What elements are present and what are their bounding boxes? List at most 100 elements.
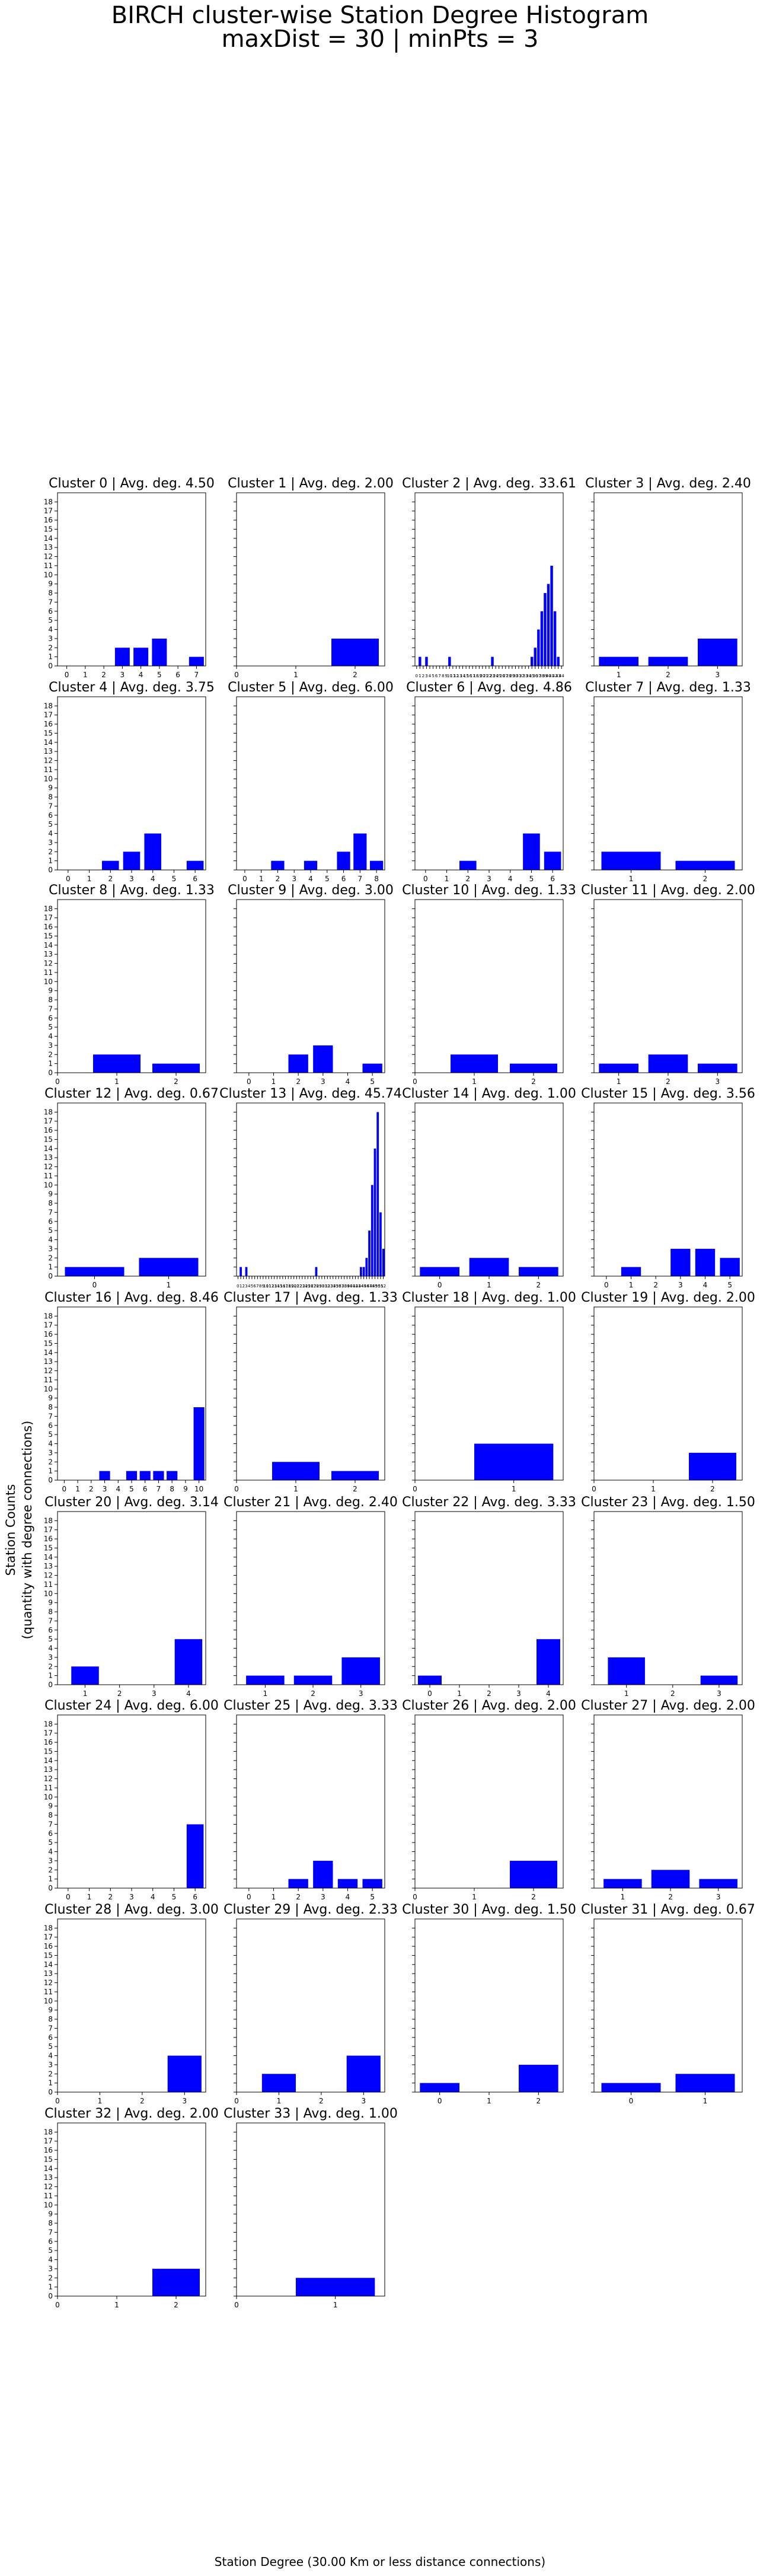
- y-tick-label: 18: [44, 1516, 53, 1525]
- y-tick-label: 9: [48, 2210, 53, 2218]
- y-tick-label: 14: [44, 534, 53, 543]
- x-tick-label: 3: [678, 1281, 683, 1289]
- x-tick-label: 4: [346, 1893, 350, 1901]
- y-tick-label: 5: [48, 820, 53, 828]
- panel-title: Cluster 10 | Avg. deg. 1.33: [402, 883, 576, 898]
- x-tick-label: 1: [87, 875, 92, 883]
- axes-frame: [236, 1714, 385, 1889]
- y-tick-label: 18: [44, 1108, 53, 1116]
- y-tick-label: 18: [44, 1312, 53, 1320]
- x-tick-label: 43: [555, 674, 561, 678]
- bar: [353, 833, 367, 870]
- y-tick-label: 12: [44, 1571, 53, 1580]
- panel-title: Cluster 19 | Avg. deg. 2.00: [581, 1290, 755, 1305]
- y-tick-label: 13: [44, 1153, 53, 1162]
- histogram-panel-28: Cluster 28 | Avg. deg. 3.000123456789101…: [44, 1902, 219, 2105]
- bar: [337, 852, 350, 870]
- x-tick-label: 5: [157, 671, 162, 679]
- panel-title: Cluster 7 | Avg. deg. 1.33: [585, 680, 751, 695]
- x-tick-label: 45: [361, 1284, 366, 1289]
- x-tick-label: 1: [240, 1284, 242, 1289]
- y-tick-label: 9: [48, 1190, 53, 1198]
- bar: [601, 2083, 661, 2092]
- y-tick-label: 0: [48, 662, 53, 670]
- y-tick-label: 0: [48, 866, 53, 874]
- y-tick-label: 15: [44, 1747, 53, 1755]
- y-tick-label: 16: [44, 1738, 53, 1746]
- x-tick-label: 3: [129, 1893, 134, 1901]
- x-tick-label: 49: [372, 1284, 378, 1289]
- x-tick-label: 14: [274, 1284, 280, 1289]
- bar: [469, 1258, 509, 1276]
- axes-frame: [593, 1511, 743, 1685]
- bar: [519, 1267, 558, 1276]
- y-tick-label: 16: [44, 720, 53, 728]
- bar: [368, 1230, 371, 1276]
- y-tick-label: 18: [44, 498, 53, 506]
- x-tick-label: 24: [302, 1284, 308, 1289]
- x-tick-label: 0: [237, 1284, 239, 1289]
- y-tick-label: 10: [44, 1181, 53, 1189]
- y-tick-label: 9: [48, 987, 53, 995]
- y-tick-label: 5: [48, 1226, 53, 1235]
- bar: [700, 1675, 738, 1685]
- bar: [126, 1471, 138, 1480]
- x-tick-label: 6: [193, 875, 197, 883]
- y-tick-label: 10: [44, 570, 53, 579]
- x-tick-label: 8: [259, 1284, 261, 1289]
- y-tick-label: 0: [48, 2088, 53, 2096]
- panel-title: Cluster 11 | Avg. deg. 2.00: [581, 883, 755, 898]
- x-tick-label: 8: [170, 1485, 174, 1493]
- x-tick-label: 28: [314, 1284, 319, 1289]
- histogram-panel-3: Cluster 3 | Avg. deg. 2.40 1 2 3: [585, 476, 751, 679]
- y-tick-label: 18: [44, 2128, 53, 2136]
- x-tick-label: 5: [370, 1893, 375, 1901]
- x-tick-label: 2: [353, 1485, 357, 1493]
- histogram-panel-15: Cluster 15 | Avg. deg. 3.56 0 1 2 3 4 5: [581, 1086, 755, 1289]
- bar: [240, 1267, 242, 1276]
- x-tick-label: 1: [277, 2097, 282, 2105]
- x-tick-label: 1: [419, 674, 421, 678]
- x-tick-label: 0: [66, 875, 71, 883]
- axes-frame: [236, 1102, 385, 1277]
- y-tick-label: 1: [48, 1672, 53, 1680]
- bar: [451, 1054, 498, 1073]
- x-tick-label: 44: [559, 674, 564, 678]
- axes-frame: [414, 1306, 564, 1481]
- axes-frame: [57, 696, 206, 871]
- x-tick-label: 10: [194, 1485, 203, 1493]
- x-tick-label: 2: [531, 1077, 536, 1086]
- y-tick-label: 3: [48, 1857, 53, 1865]
- y-tick-label: 15: [44, 1951, 53, 1959]
- y-tick-label: 1: [48, 857, 53, 865]
- x-tick-label: 33: [523, 674, 528, 678]
- y-tick-label: 4: [48, 830, 53, 838]
- panel-title: Cluster 9 | Avg. deg. 3.00: [228, 883, 394, 898]
- x-tick-label: 23: [299, 1284, 305, 1289]
- x-tick-label: 36: [336, 1284, 341, 1289]
- histogram-panel-31: Cluster 31 | Avg. deg. 0.67 0 1: [581, 1902, 755, 2105]
- y-tick-label: 2: [48, 1050, 53, 1059]
- x-tick-label: 2: [108, 875, 113, 883]
- y-tick-label: 2: [48, 2274, 53, 2282]
- bar: [547, 584, 550, 666]
- x-tick-label: 16: [280, 1284, 285, 1289]
- x-tick-label: 34: [526, 674, 531, 678]
- x-tick-label: 2: [276, 875, 280, 883]
- bar: [186, 860, 204, 870]
- bar: [648, 1054, 688, 1073]
- y-tick-label: 0: [48, 2292, 53, 2300]
- axes-frame: [414, 492, 564, 667]
- bar: [540, 611, 544, 666]
- x-tick-label: 5: [129, 1485, 134, 1493]
- y-tick-label: 3: [48, 2265, 53, 2273]
- histogram-panel-8: Cluster 8 | Avg. deg. 1.3301234567891011…: [44, 883, 215, 1086]
- x-tick-label: 1: [487, 1281, 491, 1289]
- x-tick-label: 42: [553, 674, 558, 678]
- x-tick-label: 0: [247, 1893, 251, 1901]
- bar: [550, 565, 553, 666]
- y-tick-label: 8: [48, 1811, 53, 1819]
- y-tick-label: 10: [44, 1997, 53, 2005]
- x-tick-label: 27: [311, 1284, 316, 1289]
- y-tick-label: 5: [48, 2246, 53, 2255]
